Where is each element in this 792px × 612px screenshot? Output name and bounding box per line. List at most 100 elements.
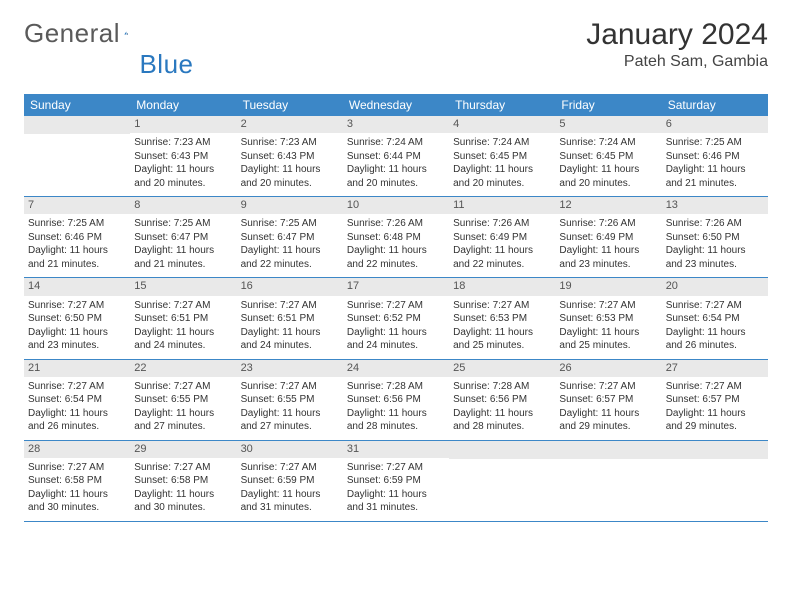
calendar-day-cell — [449, 440, 555, 521]
sunset-line: Sunset: 6:47 PM — [134, 231, 232, 245]
daylight-line: Daylight: 11 hours and 27 minutes. — [241, 407, 339, 434]
calendar-day-cell: 14Sunrise: 7:27 AMSunset: 6:50 PMDayligh… — [24, 278, 130, 359]
sunrise-line: Sunrise: 7:23 AM — [241, 136, 339, 150]
daylight-line: Daylight: 11 hours and 20 minutes. — [241, 163, 339, 190]
day-number: 11 — [449, 197, 555, 214]
sunset-line: Sunset: 6:50 PM — [666, 231, 764, 245]
day-body: Sunrise: 7:26 AMSunset: 6:49 PMDaylight:… — [555, 214, 661, 277]
sunrise-line: Sunrise: 7:27 AM — [241, 380, 339, 394]
calendar-day-cell: 1Sunrise: 7:23 AMSunset: 6:43 PMDaylight… — [130, 116, 236, 197]
day-number: 10 — [343, 197, 449, 214]
daylight-line: Daylight: 11 hours and 21 minutes. — [666, 163, 764, 190]
day-number: 24 — [343, 360, 449, 377]
day-number: 4 — [449, 116, 555, 133]
sunset-line: Sunset: 6:44 PM — [347, 150, 445, 164]
calendar-day-cell: 8Sunrise: 7:25 AMSunset: 6:47 PMDaylight… — [130, 197, 236, 278]
calendar-day-cell: 10Sunrise: 7:26 AMSunset: 6:48 PMDayligh… — [343, 197, 449, 278]
calendar-week-row: 21Sunrise: 7:27 AMSunset: 6:54 PMDayligh… — [24, 359, 768, 440]
day-number — [24, 116, 130, 134]
day-body: Sunrise: 7:27 AMSunset: 6:58 PMDaylight:… — [130, 458, 236, 521]
day-number: 2 — [237, 116, 343, 133]
daylight-line: Daylight: 11 hours and 24 minutes. — [134, 326, 232, 353]
day-body: Sunrise: 7:27 AMSunset: 6:53 PMDaylight:… — [449, 296, 555, 359]
day-number: 16 — [237, 278, 343, 295]
daylight-line: Daylight: 11 hours and 26 minutes. — [28, 407, 126, 434]
calendar-day-cell: 25Sunrise: 7:28 AMSunset: 6:56 PMDayligh… — [449, 359, 555, 440]
calendar-day-cell: 24Sunrise: 7:28 AMSunset: 6:56 PMDayligh… — [343, 359, 449, 440]
sunset-line: Sunset: 6:55 PM — [241, 393, 339, 407]
sail-icon — [124, 22, 128, 44]
sunrise-line: Sunrise: 7:27 AM — [666, 380, 764, 394]
calendar-week-row: 28Sunrise: 7:27 AMSunset: 6:58 PMDayligh… — [24, 440, 768, 521]
sunrise-line: Sunrise: 7:25 AM — [28, 217, 126, 231]
day-body: Sunrise: 7:27 AMSunset: 6:52 PMDaylight:… — [343, 296, 449, 359]
sunset-line: Sunset: 6:59 PM — [347, 474, 445, 488]
day-body: Sunrise: 7:24 AMSunset: 6:44 PMDaylight:… — [343, 133, 449, 196]
sunset-line: Sunset: 6:56 PM — [347, 393, 445, 407]
calendar-day-cell: 27Sunrise: 7:27 AMSunset: 6:57 PMDayligh… — [662, 359, 768, 440]
daylight-line: Daylight: 11 hours and 29 minutes. — [559, 407, 657, 434]
day-number: 6 — [662, 116, 768, 133]
daylight-line: Daylight: 11 hours and 20 minutes. — [559, 163, 657, 190]
sunset-line: Sunset: 6:50 PM — [28, 312, 126, 326]
weekday-heading: Thursday — [449, 94, 555, 116]
day-body: Sunrise: 7:26 AMSunset: 6:50 PMDaylight:… — [662, 214, 768, 277]
day-number: 26 — [555, 360, 661, 377]
sunset-line: Sunset: 6:47 PM — [241, 231, 339, 245]
calendar-day-cell: 18Sunrise: 7:27 AMSunset: 6:53 PMDayligh… — [449, 278, 555, 359]
daylight-line: Daylight: 11 hours and 25 minutes. — [559, 326, 657, 353]
calendar-day-cell: 13Sunrise: 7:26 AMSunset: 6:50 PMDayligh… — [662, 197, 768, 278]
sunrise-line: Sunrise: 7:26 AM — [347, 217, 445, 231]
day-body: Sunrise: 7:27 AMSunset: 6:50 PMDaylight:… — [24, 296, 130, 359]
day-number: 18 — [449, 278, 555, 295]
day-body: Sunrise: 7:27 AMSunset: 6:59 PMDaylight:… — [343, 458, 449, 521]
calendar-day-cell: 9Sunrise: 7:25 AMSunset: 6:47 PMDaylight… — [237, 197, 343, 278]
sunrise-line: Sunrise: 7:25 AM — [134, 217, 232, 231]
calendar-day-cell: 17Sunrise: 7:27 AMSunset: 6:52 PMDayligh… — [343, 278, 449, 359]
daylight-line: Daylight: 11 hours and 22 minutes. — [347, 244, 445, 271]
daylight-line: Daylight: 11 hours and 21 minutes. — [134, 244, 232, 271]
calendar-week-row: 1Sunrise: 7:23 AMSunset: 6:43 PMDaylight… — [24, 116, 768, 197]
calendar-day-cell: 30Sunrise: 7:27 AMSunset: 6:59 PMDayligh… — [237, 440, 343, 521]
sunset-line: Sunset: 6:54 PM — [28, 393, 126, 407]
day-body: Sunrise: 7:25 AMSunset: 6:47 PMDaylight:… — [130, 214, 236, 277]
day-body: Sunrise: 7:24 AMSunset: 6:45 PMDaylight:… — [449, 133, 555, 196]
sunrise-line: Sunrise: 7:24 AM — [559, 136, 657, 150]
sunrise-line: Sunrise: 7:27 AM — [241, 299, 339, 313]
calendar-day-cell: 5Sunrise: 7:24 AMSunset: 6:45 PMDaylight… — [555, 116, 661, 197]
calendar-week-row: 14Sunrise: 7:27 AMSunset: 6:50 PMDayligh… — [24, 278, 768, 359]
day-body: Sunrise: 7:27 AMSunset: 6:54 PMDaylight:… — [662, 296, 768, 359]
month-title: January 2024 — [586, 18, 768, 51]
day-number: 28 — [24, 441, 130, 458]
day-number: 14 — [24, 278, 130, 295]
daylight-line: Daylight: 11 hours and 22 minutes. — [241, 244, 339, 271]
sunrise-line: Sunrise: 7:24 AM — [347, 136, 445, 150]
day-number: 17 — [343, 278, 449, 295]
day-number: 12 — [555, 197, 661, 214]
daylight-line: Daylight: 11 hours and 23 minutes. — [559, 244, 657, 271]
sunset-line: Sunset: 6:43 PM — [241, 150, 339, 164]
brand-word-1: General — [24, 18, 120, 49]
sunset-line: Sunset: 6:53 PM — [559, 312, 657, 326]
day-number: 9 — [237, 197, 343, 214]
calendar-week-row: 7Sunrise: 7:25 AMSunset: 6:46 PMDaylight… — [24, 197, 768, 278]
sunrise-line: Sunrise: 7:27 AM — [347, 461, 445, 475]
daylight-line: Daylight: 11 hours and 30 minutes. — [134, 488, 232, 515]
daylight-line: Daylight: 11 hours and 23 minutes. — [28, 326, 126, 353]
day-body: Sunrise: 7:28 AMSunset: 6:56 PMDaylight:… — [343, 377, 449, 440]
daylight-line: Daylight: 11 hours and 20 minutes. — [453, 163, 551, 190]
weekday-heading: Saturday — [662, 94, 768, 116]
sunset-line: Sunset: 6:51 PM — [134, 312, 232, 326]
day-number — [555, 441, 661, 459]
sunset-line: Sunset: 6:57 PM — [559, 393, 657, 407]
sunset-line: Sunset: 6:58 PM — [134, 474, 232, 488]
daylight-line: Daylight: 11 hours and 20 minutes. — [134, 163, 232, 190]
daylight-line: Daylight: 11 hours and 26 minutes. — [666, 326, 764, 353]
sunrise-line: Sunrise: 7:28 AM — [453, 380, 551, 394]
day-body: Sunrise: 7:26 AMSunset: 6:49 PMDaylight:… — [449, 214, 555, 277]
sunrise-line: Sunrise: 7:27 AM — [134, 299, 232, 313]
sunrise-line: Sunrise: 7:27 AM — [347, 299, 445, 313]
day-number: 29 — [130, 441, 236, 458]
calendar-day-cell: 29Sunrise: 7:27 AMSunset: 6:58 PMDayligh… — [130, 440, 236, 521]
calendar-day-cell: 4Sunrise: 7:24 AMSunset: 6:45 PMDaylight… — [449, 116, 555, 197]
